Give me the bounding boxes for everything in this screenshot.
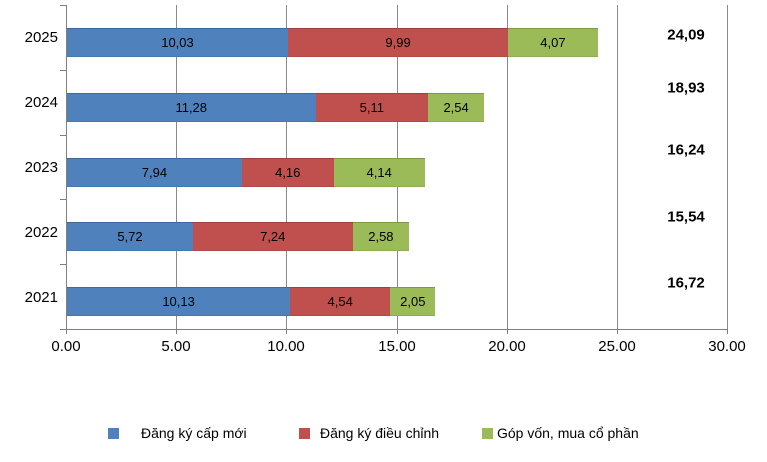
bar-row: 5,72 7,24 2,58 xyxy=(67,222,410,251)
bar-segment-capital-contribution: 4,14 xyxy=(333,158,425,187)
bar-value-label: 10,03 xyxy=(161,35,194,50)
x-axis-tick-label: 0.00 xyxy=(51,338,81,355)
x-axis-tick xyxy=(286,329,287,334)
total-value-label: 24,09 xyxy=(667,26,705,44)
x-axis-tick xyxy=(397,329,398,334)
bar-row: 11,28 5,11 2,54 xyxy=(67,93,485,122)
y-axis-tick xyxy=(60,5,66,6)
x-axis-tick-label: 30.00 xyxy=(708,338,746,355)
bar-value-label: 7,24 xyxy=(260,229,286,244)
bar-value-label: 4,54 xyxy=(327,294,353,309)
bar-value-label: 4,16 xyxy=(275,165,301,180)
bar-value-label: 2,58 xyxy=(368,229,394,244)
bar-segment-capital-contribution: 2,54 xyxy=(428,93,485,122)
bar-value-label: 11,28 xyxy=(175,100,208,115)
bar-value-label: 4,07 xyxy=(540,35,566,50)
category-label: 2025 xyxy=(24,29,58,46)
x-axis-tick xyxy=(507,329,508,334)
legend-item: Góp vốn, mua cổ phần xyxy=(482,424,639,442)
bar-value-label: 7,94 xyxy=(141,165,168,180)
x-axis-tick-label: 15.00 xyxy=(378,338,416,355)
bar-segment-capital-contribution: 4,07 xyxy=(508,28,598,57)
x-axis-tick-label: 10.00 xyxy=(267,338,305,355)
legend-item: Đăng ký điều chỉnh xyxy=(299,424,439,442)
bar-value-label: 10,13 xyxy=(162,294,195,309)
gridline xyxy=(617,5,618,329)
bar-segment-new-registration: 10,13 xyxy=(67,287,291,316)
bar-segment-capital-contribution: 2,58 xyxy=(352,222,410,251)
plot-area: 10,03 9,99 4,07 11,28 5,11 2,54 7,94 4,16 4,14 5,… xyxy=(66,5,728,330)
bar-segment-adjusted-registration: 7,24 xyxy=(193,222,353,251)
y-axis-tick xyxy=(60,199,66,200)
bar-row: 10,03 9,99 4,07 xyxy=(67,28,598,57)
x-axis-tick xyxy=(176,329,177,334)
total-value-label: 15,54 xyxy=(667,208,705,226)
bar-segment-new-registration: 5,72 xyxy=(67,222,193,251)
legend-label: Đăng ký cấp mới xyxy=(141,425,247,441)
bar-value-label: 5,11 xyxy=(359,100,384,115)
category-label: 2021 xyxy=(24,289,58,306)
total-value-label: 16,72 xyxy=(667,274,705,292)
legend-label: Góp vốn, mua cổ phần xyxy=(497,425,639,441)
legend-color-swatch xyxy=(108,427,119,439)
x-axis-tick-label: 25.00 xyxy=(598,338,636,355)
x-axis-tick xyxy=(66,329,67,334)
x-axis-tick-label: 20.00 xyxy=(488,338,526,355)
bar-value-label: 2,05 xyxy=(400,294,426,309)
bar-segment-adjusted-registration: 5,11 xyxy=(315,93,429,122)
bar-segment-new-registration: 10,03 xyxy=(67,28,288,57)
bar-row: 7,94 4,16 4,14 xyxy=(67,158,425,187)
bar-value-label: 9,99 xyxy=(385,35,411,50)
total-value-label: 16,24 xyxy=(667,141,705,159)
bar-segment-adjusted-registration: 9,99 xyxy=(288,28,509,57)
total-value-label: 18,93 xyxy=(667,79,705,97)
legend-label: Đăng ký điều chỉnh xyxy=(320,425,440,441)
gridline xyxy=(727,5,728,329)
bar-row: 10,13 4,54 2,05 xyxy=(67,287,436,316)
bar-value-label: 4,14 xyxy=(366,165,392,180)
category-label: 2023 xyxy=(24,159,58,176)
bar-segment-new-registration: 7,94 xyxy=(67,158,242,187)
bar-segment-capital-contribution: 2,05 xyxy=(390,287,436,316)
y-axis-tick xyxy=(60,135,66,136)
x-axis-tick xyxy=(727,329,728,334)
category-label: 2022 xyxy=(24,224,58,241)
legend-item: Đăng ký cấp mới xyxy=(108,424,247,442)
category-label: 2024 xyxy=(24,94,58,111)
gridline xyxy=(507,5,508,329)
x-axis-tick xyxy=(617,329,618,334)
bar-segment-new-registration: 11,28 xyxy=(67,93,316,122)
bar-segment-adjusted-registration: 4,54 xyxy=(290,287,391,316)
legend-color-swatch xyxy=(299,427,310,439)
y-axis-tick xyxy=(60,264,66,265)
bar-value-label: 5,72 xyxy=(117,229,143,244)
x-axis-tick-label: 5.00 xyxy=(161,338,191,355)
y-axis-tick xyxy=(60,329,66,330)
y-axis-tick xyxy=(60,70,66,71)
legend-color-swatch xyxy=(482,427,493,439)
bar-value-label: 2,54 xyxy=(443,100,469,115)
bar-segment-adjusted-registration: 4,16 xyxy=(241,158,334,187)
